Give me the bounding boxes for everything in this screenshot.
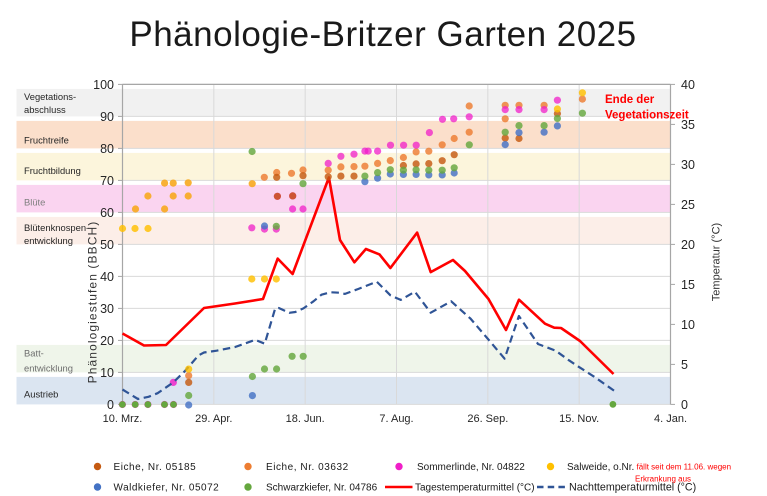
svg-text:Sommerlinde, Nr. 04822: Sommerlinde, Nr. 04822 — [417, 462, 525, 473]
svg-text:40: 40 — [681, 78, 695, 92]
svg-text:18. Jun.: 18. Jun. — [286, 413, 325, 425]
svg-text:Temperatur (°C): Temperatur (°C) — [711, 223, 723, 301]
svg-text:100: 100 — [93, 78, 114, 92]
svg-text:Blütenknospen-: Blütenknospen- — [24, 222, 89, 233]
svg-text:26. Sep.: 26. Sep. — [467, 413, 508, 425]
svg-text:0: 0 — [681, 398, 688, 412]
svg-text:Nachttemperaturmittel (°C): Nachttemperaturmittel (°C) — [569, 482, 696, 494]
svg-text:Eiche, Nr. 03632: Eiche, Nr. 03632 — [266, 462, 349, 473]
svg-text:Ende der: Ende der — [605, 94, 655, 106]
svg-text:Fruchtbildung: Fruchtbildung — [24, 165, 81, 176]
svg-text:entwicklung: entwicklung — [24, 363, 73, 374]
svg-text:Erkrankung aus: Erkrankung aus — [635, 475, 691, 484]
svg-text:fällt seit dem 11.06. wegen: fällt seit dem 11.06. wegen — [637, 463, 732, 472]
svg-text:20: 20 — [681, 238, 695, 252]
svg-text:abschluss: abschluss — [24, 104, 66, 115]
svg-text:10: 10 — [100, 366, 114, 380]
svg-text:15: 15 — [681, 278, 695, 292]
svg-text:Schwarzkiefer, Nr. 04786: Schwarzkiefer, Nr. 04786 — [266, 483, 378, 494]
svg-text:15. Nov.: 15. Nov. — [559, 413, 599, 425]
svg-text:10: 10 — [681, 318, 695, 332]
svg-text:60: 60 — [100, 206, 114, 220]
svg-text:35: 35 — [681, 118, 695, 132]
svg-text:Eiche, Nr. 05185: Eiche, Nr. 05185 — [114, 462, 197, 473]
svg-text:Blüte: Blüte — [24, 197, 45, 208]
svg-text:7. Aug.: 7. Aug. — [379, 413, 413, 425]
svg-text:29. Apr.: 29. Apr. — [195, 413, 232, 425]
svg-text:Austrieb: Austrieb — [24, 389, 58, 400]
svg-text:40: 40 — [100, 270, 114, 284]
svg-text:Tagestemperaturmittel (°C): Tagestemperaturmittel (°C) — [415, 483, 535, 494]
svg-text:20: 20 — [100, 334, 114, 348]
svg-text:80: 80 — [100, 142, 114, 156]
svg-text:Phänologiestufen (BBCH): Phänologiestufen (BBCH) — [86, 221, 100, 384]
svg-text:Vegetations-: Vegetations- — [24, 91, 76, 102]
svg-text:Batt-: Batt- — [24, 348, 44, 359]
svg-text:90: 90 — [100, 110, 114, 124]
svg-text:0: 0 — [107, 398, 114, 412]
svg-text:entwicklung: entwicklung — [24, 235, 73, 246]
svg-text:50: 50 — [100, 238, 114, 252]
svg-text:Salweide, o.Nr.: Salweide, o.Nr. — [567, 462, 634, 473]
svg-text:10. Mrz.: 10. Mrz. — [103, 413, 143, 425]
svg-text:5: 5 — [681, 358, 688, 372]
svg-text:70: 70 — [100, 174, 114, 188]
svg-text:30: 30 — [681, 158, 695, 172]
svg-text:25: 25 — [681, 198, 695, 212]
svg-text:30: 30 — [100, 302, 114, 316]
svg-text:Fruchtreife: Fruchtreife — [24, 135, 69, 146]
svg-text:Waldkiefer, Nr. 05072: Waldkiefer, Nr. 05072 — [114, 483, 220, 494]
svg-text:4. Jan.: 4. Jan. — [654, 413, 687, 425]
svg-text:Vegetationszeit: Vegetationszeit — [605, 110, 689, 122]
svg-text:Phänologie-Britzer Garten 2025: Phänologie-Britzer Garten 2025 — [129, 15, 636, 54]
